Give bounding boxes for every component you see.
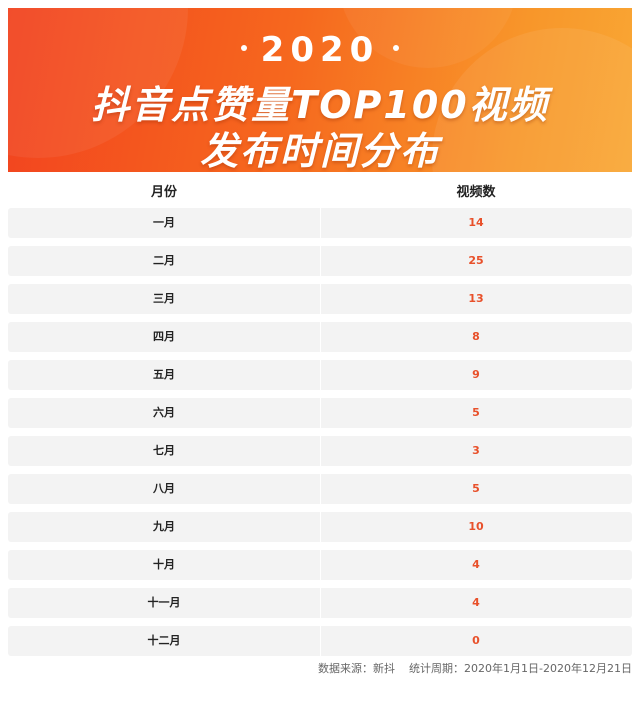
data-source-text: 数据来源：新抖 <box>318 662 396 675</box>
table-body: 一月 14 二月 25 三月 13 四月 8 五月 9 六月 5 七月 3 八月… <box>8 208 632 664</box>
table-row: 一月 14 <box>8 208 632 238</box>
banner-year: 2020 <box>8 30 632 70</box>
table-row: 十二月 0 <box>8 626 632 656</box>
divider <box>320 208 321 238</box>
table-row: 十月 4 <box>8 550 632 580</box>
count-cell: 5 <box>472 406 480 419</box>
month-cell: 二月 <box>153 254 175 267</box>
month-cell: 十一月 <box>147 596 181 609</box>
divider <box>320 512 321 542</box>
table-row: 四月 8 <box>8 322 632 352</box>
stat-period-text: 统计周期：2020年1月1日-2020年12月21日 <box>409 662 632 675</box>
divider <box>320 284 321 314</box>
dot-icon <box>240 44 247 51</box>
count-cell: 13 <box>468 292 484 305</box>
table-row: 二月 25 <box>8 246 632 276</box>
count-cell: 10 <box>468 520 484 533</box>
count-cell: 8 <box>472 330 480 343</box>
table-row: 八月 5 <box>8 474 632 504</box>
count-cell: 4 <box>472 558 480 571</box>
table-row: 六月 5 <box>8 398 632 428</box>
divider <box>320 322 321 352</box>
count-cell: 14 <box>468 216 484 229</box>
divider <box>320 398 321 428</box>
month-cell: 六月 <box>153 406 175 419</box>
divider <box>320 550 321 580</box>
count-cell: 3 <box>472 444 480 457</box>
table-row: 十一月 4 <box>8 588 632 618</box>
month-cell: 一月 <box>153 216 175 229</box>
divider <box>320 474 321 504</box>
dot-icon <box>393 44 400 51</box>
month-cell: 十月 <box>153 558 175 571</box>
month-cell: 五月 <box>153 368 175 381</box>
year-text: 2020 <box>260 30 380 70</box>
month-cell: 三月 <box>153 292 175 305</box>
table-header: 月份 视频数 <box>8 180 632 206</box>
month-cell: 八月 <box>153 482 175 495</box>
month-cell: 十二月 <box>147 634 181 647</box>
divider <box>320 360 321 390</box>
divider <box>320 626 321 656</box>
divider <box>320 246 321 276</box>
count-cell: 5 <box>472 482 480 495</box>
header-month: 月份 <box>150 185 177 200</box>
month-cell: 九月 <box>153 520 175 533</box>
banner-title-line2: 发布时间分布 <box>199 129 440 172</box>
table-row: 七月 3 <box>8 436 632 466</box>
title-banner: 2020 抖音点赞量TOP100视频 发布时间分布 <box>8 8 632 172</box>
month-cell: 七月 <box>153 444 175 457</box>
banner-title-line1: 抖音点赞量TOP100视频 <box>91 83 549 127</box>
month-cell: 四月 <box>153 330 175 343</box>
count-cell: 9 <box>472 368 480 381</box>
divider <box>320 436 321 466</box>
count-cell: 25 <box>468 254 484 267</box>
table-row: 九月 10 <box>8 512 632 542</box>
header-count: 视频数 <box>456 185 496 200</box>
count-cell: 0 <box>472 634 480 647</box>
divider <box>320 588 321 618</box>
count-cell: 4 <box>472 596 480 609</box>
table-row: 五月 9 <box>8 360 632 390</box>
table-row: 三月 13 <box>8 284 632 314</box>
footer-note: 数据来源：新抖 统计周期：2020年1月1日-2020年12月21日 <box>318 660 632 676</box>
